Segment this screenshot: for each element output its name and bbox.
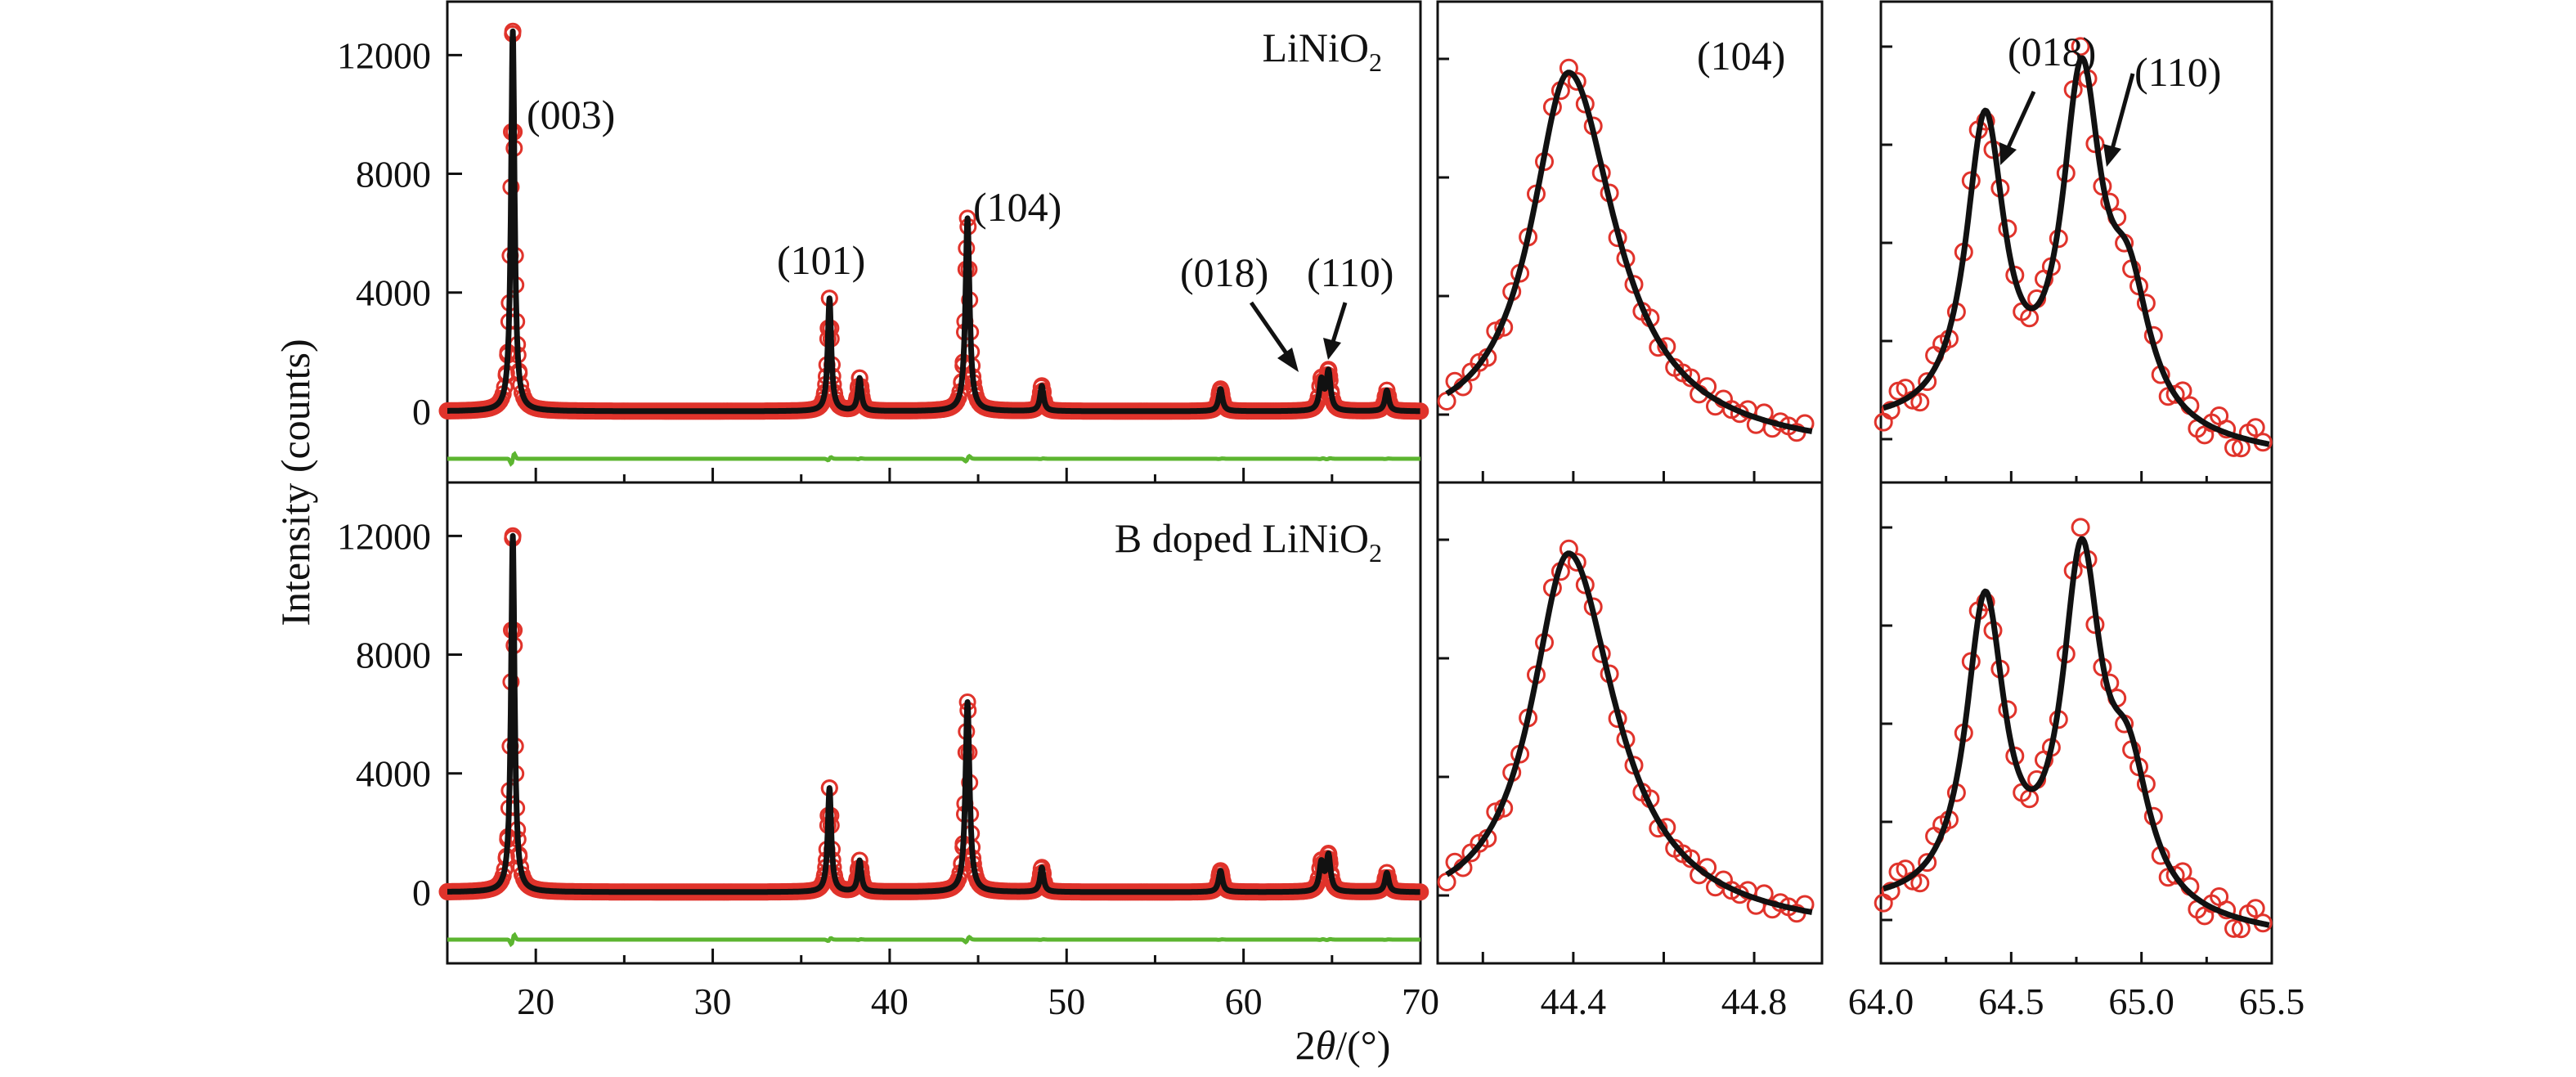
- observed-point-zoom018: [1881, 401, 1901, 420]
- observed-point-zoom018: [1910, 393, 1930, 412]
- observed-point-zoom018: [2071, 518, 2090, 537]
- observed-point-zoom104: [1567, 72, 1586, 91]
- observed-peak-point: [1327, 879, 1345, 896]
- x-tick-label-full: 70: [1402, 981, 1439, 1022]
- peak-label-110: (110): [1307, 249, 1393, 295]
- y-tick-label-full: 0: [412, 391, 431, 433]
- y-tick-label-full: 4000: [356, 272, 431, 314]
- peak-label-104: (104): [973, 184, 1061, 230]
- peak-label-003: (003): [527, 92, 615, 137]
- observed-point-zoom018: [1881, 882, 1901, 901]
- y-tick-label-full: 8000: [356, 154, 431, 195]
- peak-label-018: (018): [1180, 249, 1268, 295]
- x-tick-label-zoom018: 64.0: [1848, 981, 1914, 1022]
- arrow-018-zoom: [1999, 90, 2036, 165]
- calculated-line-full: [444, 532, 1423, 895]
- x-axis-title-suffix: /(°): [1335, 1022, 1390, 1068]
- arrow-110-zoom: [2103, 73, 2135, 167]
- x-tick-label-full: 30: [694, 981, 732, 1022]
- observed-point-zoom018: [1910, 873, 1930, 893]
- arrow-018-full: [1249, 301, 1299, 372]
- y-tick-label-full: 12000: [337, 515, 431, 557]
- calculated-line-zoom018: [1882, 536, 2271, 928]
- peak-label-101: (101): [777, 237, 865, 283]
- sample-label-bottom: B doped LiNiO2: [1115, 515, 1382, 568]
- difference-line-full: [447, 451, 1420, 467]
- calculated-line-zoom018: [1882, 55, 2271, 447]
- observed-point-zoom018: [2224, 438, 2243, 457]
- x-tick-label-full: 60: [1225, 981, 1263, 1022]
- x-axis-title-prefix: 2: [1295, 1022, 1316, 1068]
- tick-layer: 0 4000 8000 12000 20 30 40 50 60 70 0 4000 8000 12000…: [337, 34, 2304, 1022]
- observed-point-zoom104: [1437, 392, 1456, 411]
- x-tick-label-zoom104: 44.8: [1721, 981, 1788, 1022]
- x-tick-label-full: 40: [871, 981, 909, 1022]
- observed-point-zoom104: [1559, 58, 1578, 78]
- data-layer: [438, 22, 2273, 948]
- calculated-line-full: [444, 28, 1423, 415]
- difference-line-full: [447, 931, 1420, 948]
- observed-point-zoom018: [1874, 412, 1893, 432]
- observed-point-zoom104: [1681, 368, 1701, 388]
- y-tick-label-full: 12000: [337, 34, 431, 76]
- sample-label-top: LiNiO2: [1262, 25, 1382, 77]
- observed-point-zoom018: [2246, 899, 2265, 918]
- observed-point-zoom104: [1437, 873, 1456, 891]
- zoom018-label-018: (018): [2008, 29, 2096, 74]
- x-tick-label-zoom018: 64.5: [1978, 981, 2044, 1022]
- y-tick-label-full: 0: [412, 872, 431, 913]
- observed-point-zoom104: [1681, 849, 1701, 868]
- calculated-line-zoom104: [1445, 550, 1814, 915]
- x-tick-label-full: 20: [517, 981, 554, 1022]
- y-tick-label-full: 8000: [356, 635, 431, 676]
- observed-point-zoom018: [1918, 372, 1937, 392]
- observed-point-zoom104: [1567, 553, 1586, 572]
- x-axis-title-theta: θ: [1316, 1022, 1336, 1068]
- y-tick-label-full: 4000: [356, 753, 431, 795]
- x-tick-label-zoom018: 65.0: [2108, 981, 2174, 1022]
- observed-point-zoom104: [1559, 539, 1578, 559]
- observed-point-zoom018: [2246, 418, 2265, 438]
- y-axis-title: Intensity (counts): [272, 339, 318, 626]
- x-tick-label-zoom104: 44.4: [1541, 981, 1607, 1022]
- zoom018-label-110: (110): [2134, 49, 2221, 95]
- panel-frame-zoom104-bottom: [1436, 481, 1824, 965]
- x-axis-title: 2θ/(°): [1295, 1022, 1391, 1068]
- arrow-110-full: [1323, 302, 1348, 360]
- observed-point-zoom018: [2224, 918, 2243, 938]
- x-tick-label-zoom018: 65.5: [2239, 981, 2305, 1022]
- observed-point-zoom018: [2071, 37, 2090, 56]
- observed-point-zoom018: [1918, 853, 1937, 873]
- calculated-line-zoom104: [1445, 70, 1814, 434]
- zoom104-label: (104): [1697, 33, 1785, 79]
- panel-frame-full-bottom: [446, 481, 1422, 965]
- x-tick-label-full: 50: [1048, 981, 1085, 1022]
- observed-point-zoom018: [1874, 893, 1893, 913]
- observed-peak-point: [1327, 397, 1345, 415]
